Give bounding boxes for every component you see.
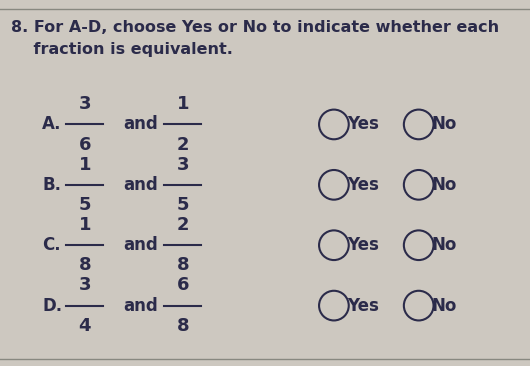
Text: 8: 8 [176,317,189,335]
Text: Yes: Yes [347,236,379,254]
Text: 2: 2 [176,135,189,154]
Text: 5: 5 [78,196,91,214]
Text: Yes: Yes [347,296,379,315]
Text: and: and [123,236,158,254]
Text: and: and [123,176,158,194]
Text: 8: 8 [78,256,91,274]
Text: and: and [123,296,158,315]
Text: No: No [432,115,457,134]
Text: C.: C. [42,236,61,254]
Text: 1: 1 [78,156,91,174]
Text: 8: 8 [176,256,189,274]
Text: 6: 6 [78,135,91,154]
Text: fraction is equivalent.: fraction is equivalent. [11,42,233,57]
Text: A.: A. [42,115,62,134]
Text: No: No [432,236,457,254]
Text: 2: 2 [176,216,189,234]
Text: 3: 3 [78,95,91,113]
Text: No: No [432,176,457,194]
Text: 3: 3 [78,276,91,295]
Text: D.: D. [42,296,63,315]
Text: 8. For A-D, choose Yes or No to indicate whether each: 8. For A-D, choose Yes or No to indicate… [11,20,499,35]
Text: 5: 5 [176,196,189,214]
Text: and: and [123,115,158,134]
Text: 3: 3 [176,156,189,174]
Text: Yes: Yes [347,115,379,134]
Text: 4: 4 [78,317,91,335]
Text: 6: 6 [176,276,189,295]
Text: Yes: Yes [347,176,379,194]
Text: 1: 1 [176,95,189,113]
Text: No: No [432,296,457,315]
Text: 1: 1 [78,216,91,234]
Text: B.: B. [42,176,61,194]
